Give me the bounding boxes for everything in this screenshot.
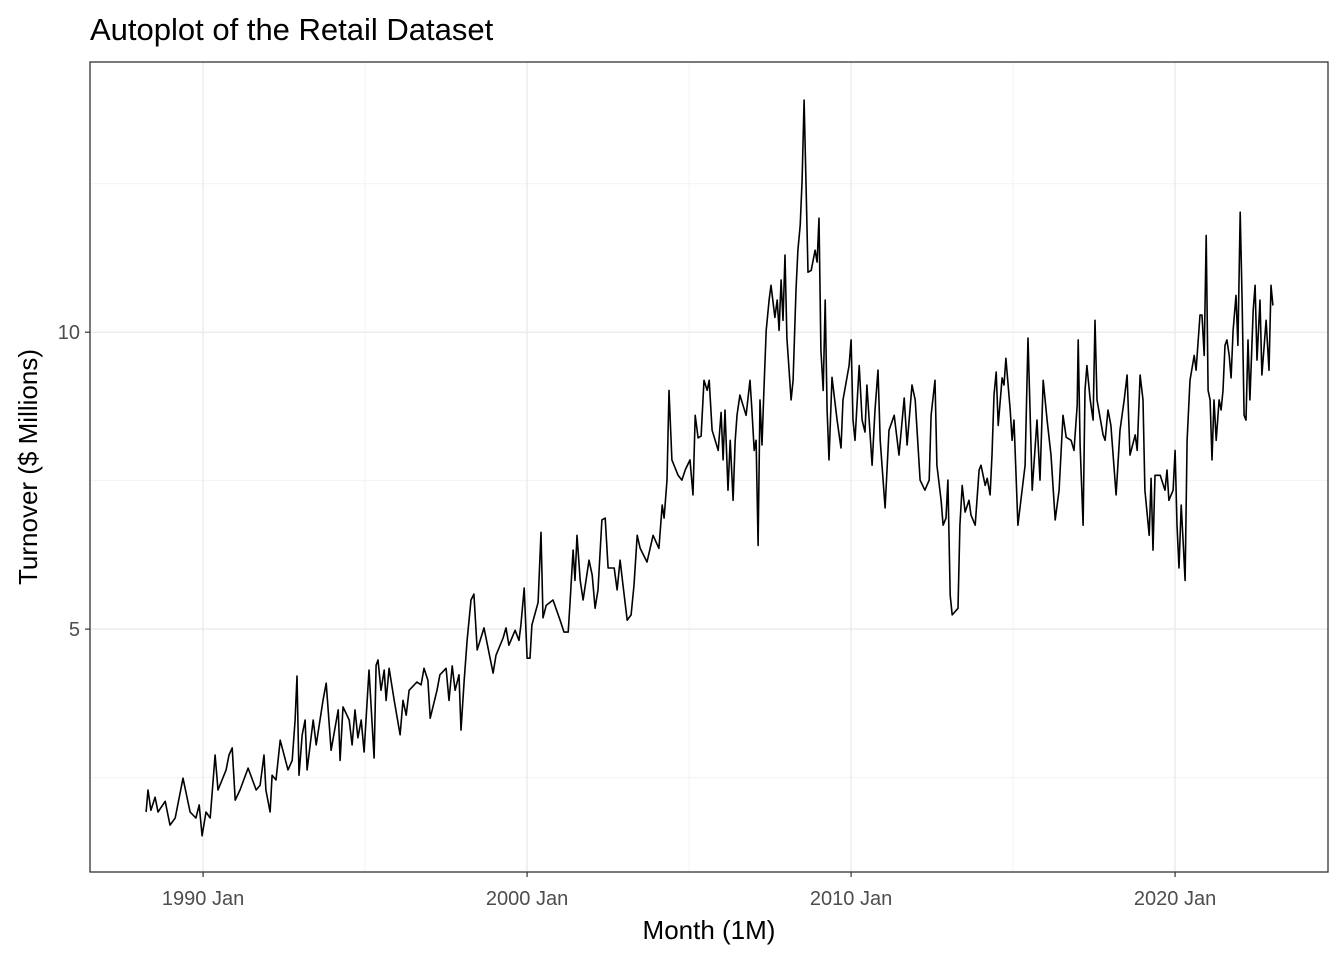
x-tick-label: 2000 Jan: [486, 888, 568, 910]
minor-gridlines: [90, 62, 1328, 872]
x-axis: 1990 Jan 2000 Jan 2010 Jan 2020 Jan: [162, 872, 1216, 910]
y-axis-title: Turnover ($ Millions): [13, 349, 43, 585]
y-tick-label: 5: [69, 619, 80, 641]
x-tick-label: 2020 Jan: [1134, 888, 1216, 910]
chart-title: Autoplot of the Retail Dataset: [90, 12, 494, 47]
panel-border: [89, 61, 1329, 873]
x-tick-label: 2010 Jan: [810, 888, 892, 910]
plot-panel: [90, 62, 1328, 872]
y-tick-label: 10: [58, 322, 80, 344]
turnover-line: [145, 99, 1274, 837]
y-axis: 5 10: [58, 322, 90, 641]
x-axis-title: Month (1M): [643, 915, 776, 945]
x-tick-label: 1990 Jan: [162, 888, 244, 910]
